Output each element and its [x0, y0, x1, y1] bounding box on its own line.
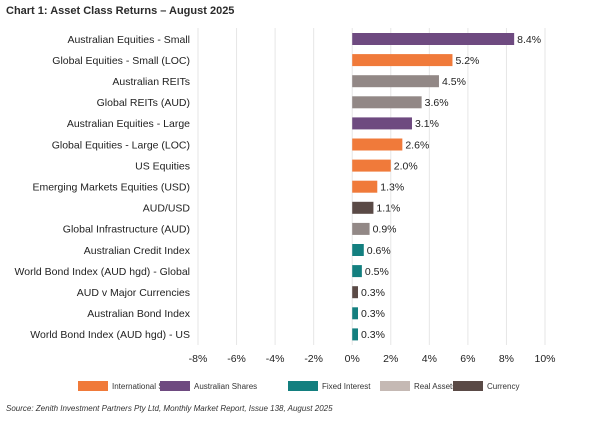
- x-axis-ticks: -8% -6% -4% -2% 0% 2% 4% 6% 8% 10%: [189, 353, 556, 365]
- legend-label: International Shares: [112, 382, 184, 391]
- category-labels: Australian Equities - Small Global Equiti…: [15, 34, 191, 341]
- category-label: World Bond Index (AUD hgd) - US: [30, 329, 190, 341]
- x-tick-label: -6%: [227, 353, 246, 365]
- bar-us-equities: [352, 159, 391, 172]
- data-label: 0.3%: [361, 308, 385, 320]
- bar-world-bond-index-aud-hgd-global: [352, 265, 362, 278]
- category-label: Emerging Markets Equities (USD): [32, 182, 190, 194]
- data-label: 5.2%: [455, 55, 479, 67]
- legend-swatch-real-assets: [380, 381, 410, 391]
- category-label: Global Equities - Large (LOC): [52, 139, 190, 151]
- bar-emerging-markets-equities-usd: [352, 180, 378, 193]
- legend-swatch-currency: [453, 381, 483, 391]
- x-tick-label: 0%: [345, 353, 360, 365]
- bar-australian-equities-large: [352, 117, 412, 130]
- legend-label: Currency: [487, 382, 519, 391]
- category-label: AUD v Major Currencies: [77, 287, 190, 299]
- bars: [352, 33, 515, 341]
- data-label: 2.6%: [405, 139, 429, 151]
- data-label: 0.3%: [361, 287, 385, 299]
- x-tick-label: -4%: [266, 353, 285, 365]
- legend-swatch-australian-shares: [160, 381, 190, 391]
- data-labels: 8.4% 5.2% 4.5% 3.6% 3.1% 2.6% 2.0% 1.3% 1.1% 0.9%…: [361, 34, 541, 341]
- legend-swatch-fixed-interest: [288, 381, 318, 391]
- data-label: 3.1%: [415, 118, 439, 130]
- data-label: 0.5%: [365, 266, 389, 278]
- bar-australian-equities-small: [352, 33, 515, 45]
- bar-global-infrastructure-aud: [352, 222, 370, 235]
- category-label: World Bond Index (AUD hgd) - Global: [15, 266, 190, 278]
- bar-world-bond-index-aud-hgd-us: [352, 328, 359, 341]
- data-label: 8.4%: [517, 34, 541, 46]
- legend-label: Fixed Interest: [322, 382, 371, 391]
- bar-global-equities-large-loc: [352, 138, 403, 151]
- legend-label: Australian Shares: [194, 382, 257, 391]
- bar-global-equities-small-loc: [352, 54, 453, 67]
- category-label: Global REITs (AUD): [97, 97, 190, 109]
- legend-label: Real Assets: [414, 382, 456, 391]
- x-tick-label: -2%: [304, 353, 323, 365]
- data-label: 4.5%: [442, 76, 466, 88]
- x-tick-label: 10%: [534, 353, 555, 365]
- category-label: US Equities: [135, 160, 190, 172]
- source-note: Source: Zenith Investment Partners Pty L…: [6, 404, 333, 413]
- category-label: Australian Bond Index: [87, 308, 190, 320]
- bar-aud-usd: [352, 201, 374, 214]
- bar-global-reits-aud: [352, 96, 422, 109]
- category-label: Australian Equities - Large: [67, 118, 190, 130]
- data-label: 2.0%: [394, 160, 418, 172]
- x-tick-label: 8%: [499, 353, 514, 365]
- data-label: 0.6%: [367, 245, 391, 257]
- category-label: Australian REITs: [112, 76, 190, 88]
- data-label: 0.3%: [361, 329, 385, 341]
- category-label: Australian Credit Index: [84, 245, 191, 257]
- bar-australian-credit-index: [352, 244, 364, 256]
- data-label: 0.9%: [373, 224, 397, 236]
- legend: International Shares Australian Shares Fix…: [78, 381, 519, 391]
- x-tick-label: -8%: [189, 353, 208, 365]
- bar-australian-reits: [352, 75, 439, 88]
- bar-aud-v-major-currencies: [352, 286, 359, 299]
- category-label: Global Infrastructure (AUD): [63, 224, 190, 236]
- x-tick-label: 4%: [422, 353, 437, 365]
- data-label: 1.1%: [376, 203, 400, 215]
- legend-swatch-international-shares: [78, 381, 108, 391]
- x-tick-label: 2%: [383, 353, 398, 365]
- x-tick-label: 6%: [460, 353, 475, 365]
- chart-title: Chart 1: Asset Class Returns – August 20…: [6, 5, 234, 17]
- bar-australian-bond-index: [352, 307, 359, 320]
- category-label: Australian Equities - Small: [67, 34, 190, 46]
- data-label: 3.6%: [425, 97, 449, 109]
- category-label: AUD/USD: [143, 203, 191, 215]
- category-label: Global Equities - Small (LOC): [52, 55, 190, 67]
- data-label: 1.3%: [380, 182, 404, 194]
